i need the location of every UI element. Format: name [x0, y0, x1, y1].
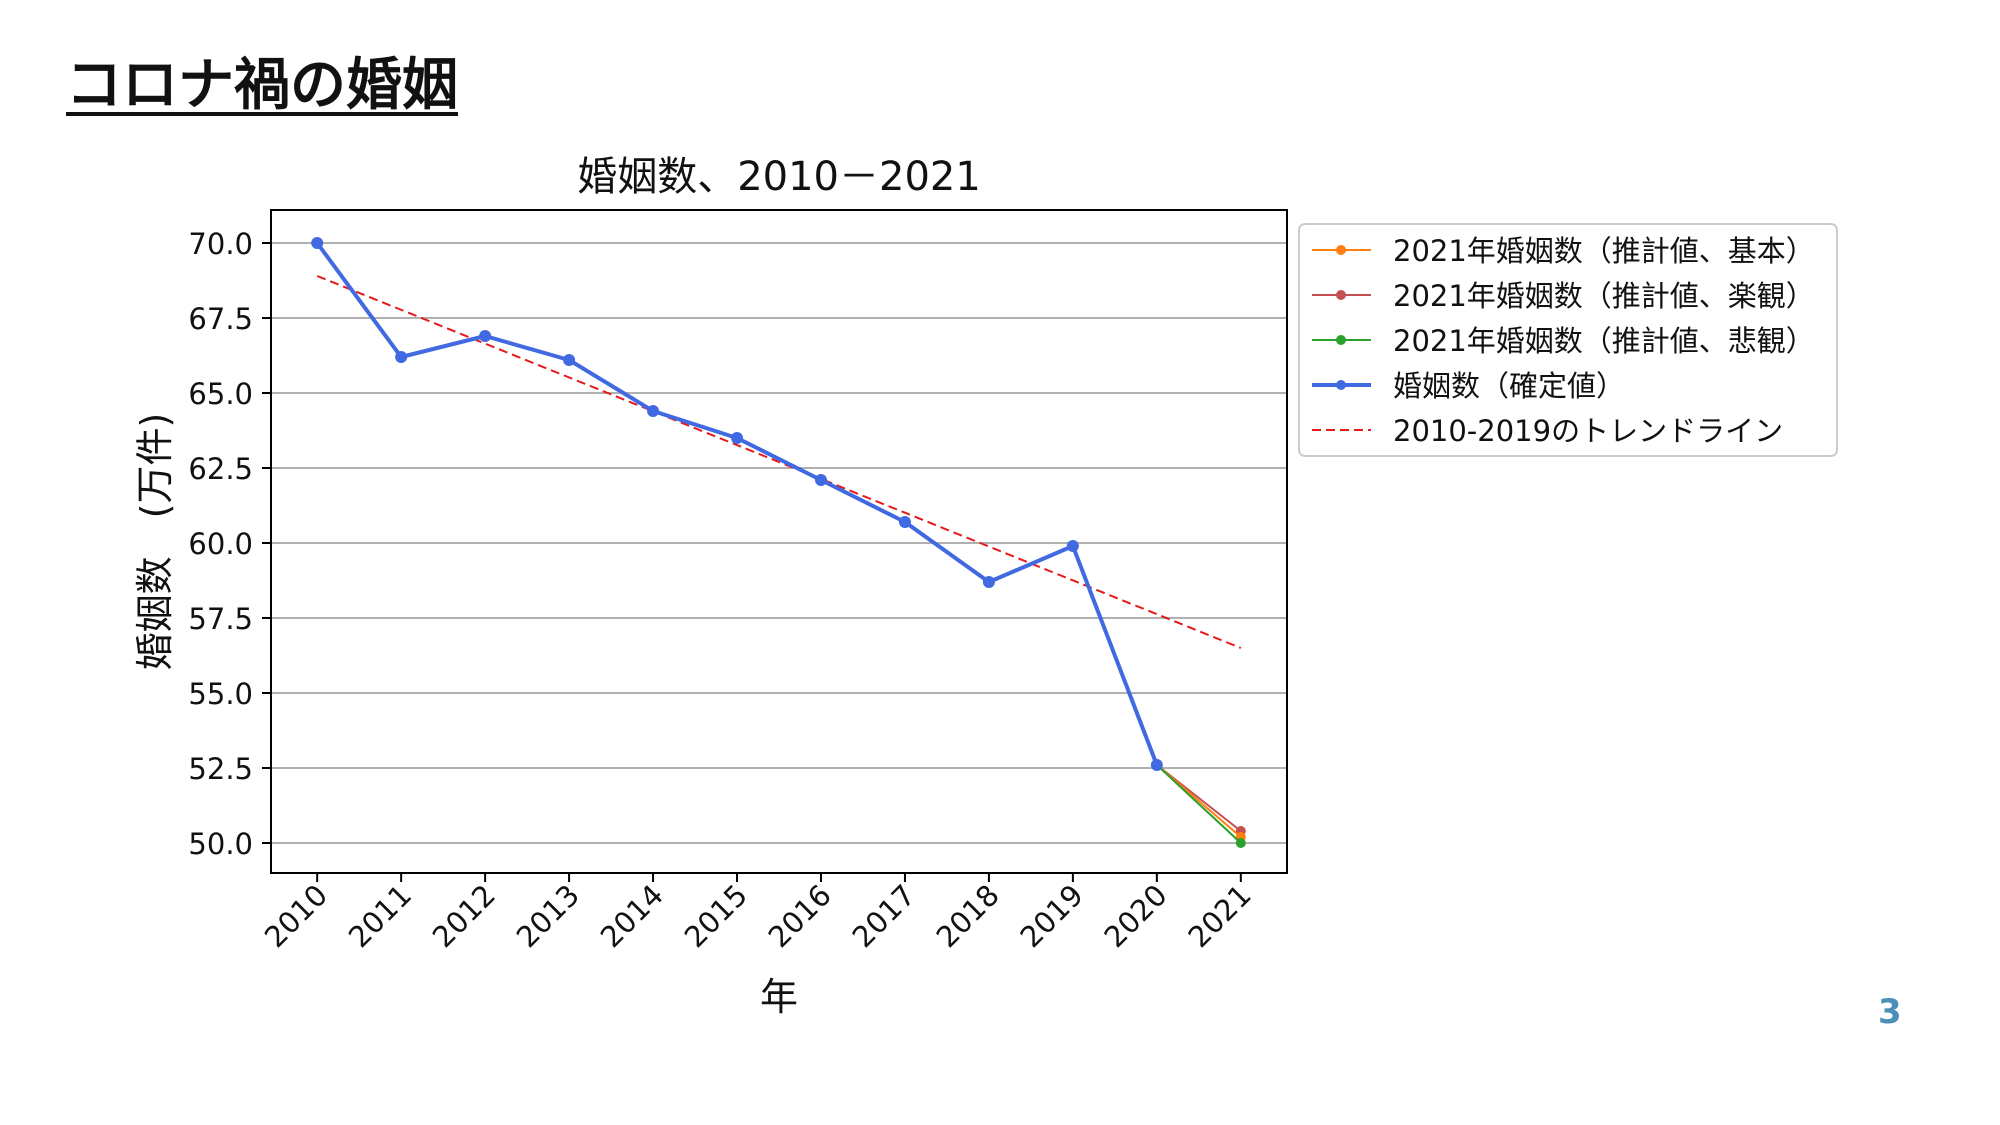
- data-point: [311, 237, 324, 249]
- y-tick-label: 70.0: [188, 227, 253, 261]
- slide-title: コロナ禍の婚姻: [66, 53, 458, 118]
- series-2: [1156, 764, 1246, 848]
- series-4: [316, 275, 1242, 649]
- x-tick-label: 2014: [594, 878, 670, 954]
- legend-swatch-marker: [1336, 335, 1346, 345]
- y-tick-label: 52.5: [188, 752, 253, 786]
- legend-box: [1298, 223, 1838, 457]
- legend-swatch-marker: [1336, 245, 1346, 255]
- legend-entry: 婚姻数（確定値）: [1393, 369, 1625, 403]
- y-tick-label: 55.0: [188, 677, 253, 711]
- series-line: [315, 241, 1159, 766]
- data-point: [814, 474, 827, 486]
- x-tick-label: 2018: [930, 878, 1006, 954]
- y-tick-label: 57.5: [188, 602, 253, 636]
- data-point: [982, 576, 995, 588]
- legend-entry: 2021年婚姻数（推計値、楽観）: [1393, 279, 1815, 313]
- legend-swatch-marker: [1336, 290, 1346, 300]
- chart-title: 婚姻数、2010－2021: [577, 154, 981, 200]
- data-point: [898, 516, 911, 528]
- x-axis-label: 年: [760, 975, 798, 1019]
- y-tick-label: 62.5: [188, 452, 253, 486]
- x-tick-label: 2016: [762, 878, 838, 954]
- x-tick-label: 2011: [342, 878, 418, 954]
- series-3: [311, 237, 1163, 771]
- y-tick-label: 65.0: [188, 377, 253, 411]
- series-line: [316, 275, 1242, 649]
- y-tick-label: 67.5: [188, 302, 253, 336]
- data-point: [1235, 838, 1246, 848]
- x-tick-label: 2017: [846, 878, 922, 954]
- page-number: 3: [1878, 992, 1902, 1032]
- y-tick-label: 60.0: [188, 527, 253, 561]
- series-line: [1156, 764, 1242, 844]
- data-point: [1150, 759, 1163, 771]
- y-axis-label: 婚姻数 (万件): [133, 413, 177, 671]
- x-tick-label: 2012: [426, 878, 502, 954]
- x-tick-label: 2010: [258, 878, 334, 954]
- legend-entry: 2021年婚姻数（推計値、基本）: [1393, 234, 1815, 268]
- legend: 2021年婚姻数（推計値、基本） 2021年婚姻数（推計値、楽観） 2021年婚姻数…: [1298, 223, 1838, 457]
- legend-swatch-marker: [1336, 380, 1346, 390]
- data-point: [563, 354, 576, 366]
- x-tick-label: 2020: [1098, 878, 1174, 954]
- data-point: [731, 432, 744, 444]
- x-tick-label: 2015: [678, 878, 754, 954]
- plot-frame: [270, 209, 1288, 874]
- series-layer: [311, 237, 1246, 848]
- data-point: [1066, 540, 1079, 552]
- legend-entry: 2010-2019のトレンドライン: [1393, 414, 1783, 448]
- y-tick-label: 50.0: [188, 827, 253, 861]
- x-tick-label: 2021: [1182, 878, 1258, 954]
- grid-lines: [271, 242, 1287, 844]
- x-tick-label: 2019: [1014, 878, 1090, 954]
- x-tick-label: 2013: [510, 878, 586, 954]
- data-point: [647, 405, 660, 417]
- data-point: [395, 351, 408, 363]
- data-point: [479, 330, 492, 342]
- legend-entry: 2021年婚姻数（推計値、悲観）: [1393, 324, 1815, 358]
